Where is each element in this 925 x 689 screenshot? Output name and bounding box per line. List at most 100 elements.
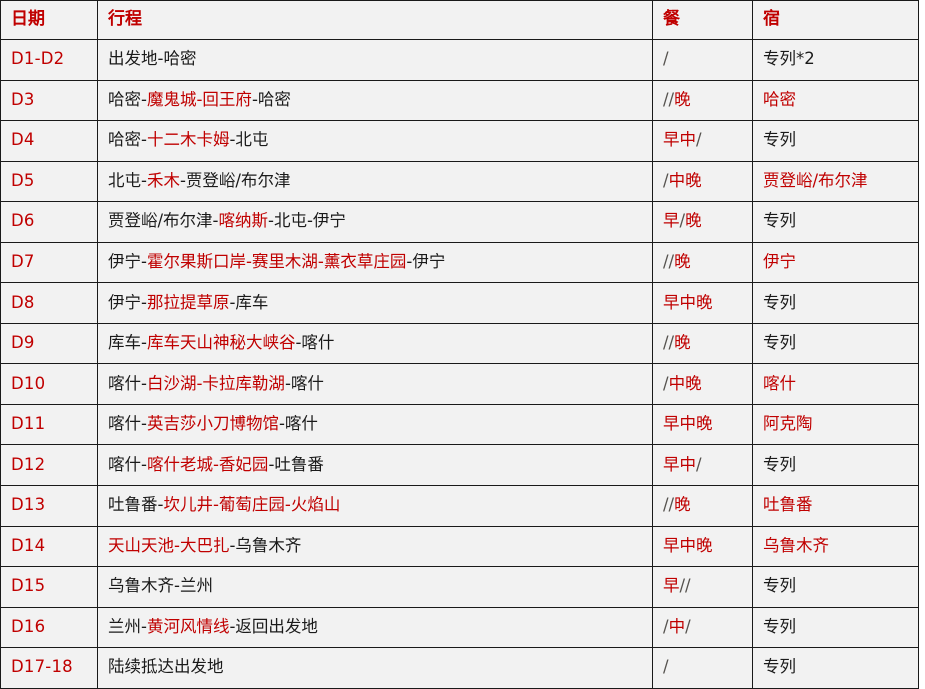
column-header-route: 行程 [97, 0, 653, 40]
text-segment: 禾木 [146, 170, 180, 190]
text-segment: 吐鲁番 [763, 495, 813, 515]
text-segment: 霍尔果斯口岸-赛里木湖-薰衣草庄园 [146, 252, 407, 272]
table-row: D6 贾登峪/布尔津-喀纳斯-北屯-伊宁 早/晚 专列 [0, 201, 919, 243]
text-segment: / [679, 211, 686, 231]
cell-route: 出发地-哈密 [97, 39, 653, 81]
text-segment: // [679, 576, 691, 596]
table-row: D13 吐鲁番-坎儿井-葡萄庄园-火焰山//晚 吐鲁番 [0, 485, 919, 527]
text-segment: 专列 [763, 130, 796, 150]
text-segment: 专列 [763, 292, 796, 312]
table-row: D10 喀什-白沙湖-卡拉库勒湖-喀什/中晚 喀什 [0, 363, 919, 405]
cell-stay: 专列 [752, 647, 919, 689]
text-segment: -北屯-伊宁 [268, 211, 346, 231]
text-segment: 早中晚 [663, 292, 713, 312]
text-segment: 北屯- [108, 170, 147, 190]
text-segment: 乌鲁木齐 [763, 535, 829, 555]
text-segment: 喀什- [108, 454, 147, 474]
text-segment: 魔鬼城-回王府 [146, 89, 252, 109]
text-segment: 喀什- [108, 414, 147, 434]
text-segment: -喀什 [278, 414, 318, 434]
text-segment: 兰州- [108, 616, 147, 636]
text-segment: 晚 [674, 89, 691, 109]
text-segment: 库车天山神秘大峡谷 [146, 333, 296, 353]
cell-stay: 专列 [752, 120, 919, 162]
text-segment: / [685, 616, 691, 636]
text-segment: -喀什 [284, 373, 324, 393]
cell-stay: 专列 [752, 322, 919, 365]
cell-stay: 专列 [752, 606, 919, 649]
cell-date: D11 [0, 403, 98, 446]
text-segment: 喀纳斯 [218, 211, 269, 231]
cell-route: 伊宁-那拉提草原-库车 [97, 282, 653, 324]
cell-route: 伊宁-霍尔果斯口岸-赛里木湖-薰衣草庄园-伊宁 [97, 241, 653, 284]
text-segment: 伊宁- [108, 252, 147, 272]
text-segment: -喀什 [295, 333, 335, 353]
table-row: D15 乌鲁木齐-兰州 早// 专列 [0, 566, 919, 608]
text-segment: -乌鲁木齐 [229, 535, 302, 555]
table-body: D1-D2 出发地-哈密 / 专列*2 D3 哈密-魔鬼城-回王府-哈密//晚 哈密 D4 哈密… [0, 39, 919, 689]
table-row: D8 伊宁-那拉提草原-库车 早中晚 专列 [0, 282, 919, 324]
cell-stay: 专列 [752, 566, 919, 608]
text-segment: 黄河风情线 [146, 616, 230, 636]
cell-date: D1-D2 [0, 39, 98, 81]
column-header-date: 日期 [0, 0, 98, 40]
cell-stay: 乌鲁木齐 [752, 525, 919, 568]
cell-stay: 哈密 [752, 79, 919, 122]
text-segment: / [663, 616, 669, 636]
text-segment: 专列 [763, 576, 796, 596]
table-row: D3 哈密-魔鬼城-回王府-哈密//晚 哈密 [0, 79, 919, 122]
text-segment: 晚 [674, 495, 691, 515]
table-row: D9 库车-库车天山神秘大峡谷-喀什//晚 专列 [0, 322, 919, 365]
cell-meal: 早// [652, 566, 753, 608]
cell-route: 喀什-白沙湖-卡拉库勒湖-喀什 [97, 363, 653, 405]
cell-meal: 早中晚 [652, 525, 753, 568]
text-segment: 专列 [763, 616, 796, 636]
header-row: 日期 行程 餐 宿 [0, 0, 919, 40]
cell-route: 乌鲁木齐-兰州 [97, 566, 653, 608]
text-segment: 出发地-哈密 [108, 49, 197, 69]
text-segment: 早中 [663, 130, 696, 150]
text-segment: 早中晚 [663, 414, 713, 434]
cell-date: D8 [0, 282, 98, 324]
text-segment: 陆续抵达出发地 [108, 657, 224, 677]
text-segment: 哈密 [763, 89, 796, 109]
text-segment: -吐鲁番 [268, 454, 324, 474]
cell-date: D17-18 [0, 647, 98, 689]
text-segment: / [663, 373, 669, 393]
table-row: D16 兰州-黄河风情线-返回出发地/中/专列 [0, 606, 919, 649]
text-segment: // [663, 495, 675, 515]
cell-stay: 喀什 [752, 363, 919, 405]
cell-stay: 专列 [752, 444, 919, 487]
text-segment: 早中 [663, 454, 696, 474]
cell-route: 喀什-喀什老城-香妃园-吐鲁番 [97, 444, 653, 487]
text-segment: 晚 [674, 252, 691, 272]
cell-route: 北屯-禾木-贾登峪/布尔津 [97, 160, 653, 203]
text-segment: 吐鲁番- [108, 495, 164, 515]
table-row: D4 哈密-十二木卡姆-北屯 早中/专列 [0, 120, 919, 162]
cell-meal: /中/ [652, 606, 753, 649]
text-segment: 哈密- [108, 89, 147, 109]
cell-meal: //晚 [652, 485, 753, 527]
cell-meal: 早/晚 [652, 201, 753, 243]
text-segment: 十二木卡姆 [146, 130, 230, 150]
cell-stay: 专列 [752, 201, 919, 243]
text-segment: -北屯 [229, 130, 269, 150]
cell-date: D9 [0, 322, 98, 365]
table-row: D7 伊宁-霍尔果斯口岸-赛里木湖-薰衣草庄园-伊宁//晚 伊宁 [0, 241, 919, 284]
text-segment: 中晚 [668, 170, 702, 190]
text-segment: -库车 [229, 292, 269, 312]
text-segment: 伊宁 [763, 252, 796, 272]
text-segment: / [663, 657, 669, 677]
cell-date: D3 [0, 79, 98, 122]
text-segment: 晚 [674, 333, 691, 353]
text-segment: 专列*2 [763, 49, 815, 69]
cell-meal: /中晚 [652, 363, 753, 405]
cell-route: 喀什-英吉莎小刀博物馆-喀什 [97, 403, 653, 446]
text-segment: 阿克陶 [763, 414, 813, 434]
text-segment: 天山天池-大巴扎 [108, 535, 230, 555]
cell-meal: //晚 [652, 79, 753, 122]
cell-meal: 早中/ [652, 444, 753, 487]
text-segment: -伊宁 [406, 252, 446, 272]
text-segment: 喀什老城-香妃园 [146, 454, 269, 474]
